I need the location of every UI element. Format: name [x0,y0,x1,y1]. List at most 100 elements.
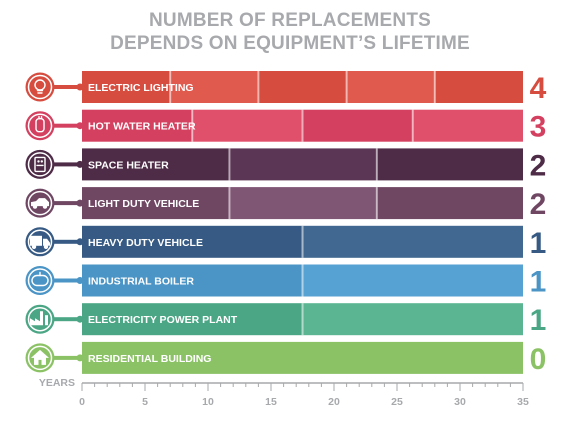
bar-row: ELECTRICITY POWER PLANT 1 [25,303,547,337]
bar-segment [82,303,303,336]
x-tick-label: 30 [454,396,466,408]
x-axis: 0 5 10 15 20 25 30 35 YEARS [39,377,529,408]
connector-line [54,123,82,128]
bar-segment [229,187,377,220]
power-plant-icon [25,304,55,334]
segment-divider [345,71,348,103]
value-label: 2 [530,149,547,182]
value-label: 1 [530,266,547,299]
bar-label: INDUSTRIAL BOILER [88,276,194,288]
chart-title-line-1: NUMBER OF REPLACEMENTS [148,10,431,31]
bar-row: HOT WATER HEATER 3 [25,109,547,144]
chart-title-line-2: DEPENDS ON EQUIPMENT’S LIFETIME [110,33,470,54]
x-tick-label: 5 [142,396,148,408]
x-tick-label: 25 [391,396,403,408]
segment-divider [301,264,304,297]
bar-segment [346,71,435,103]
connector-line [54,162,82,167]
bar-row: ELECTRIC LIGHTING 4 [25,71,547,105]
bar-segment [82,148,230,181]
segment-divider [228,148,231,181]
x-tick-label: 20 [328,396,340,408]
value-label: 0 [530,343,547,376]
bar-row: HEAVY DUTY VEHICLE 1 [25,225,547,260]
x-tick-label: 35 [517,396,529,408]
bar-row: SPACE HEATER 2 [25,148,547,182]
icon-ring [27,268,53,293]
bar-segment [82,71,171,103]
bar-segment [302,264,523,297]
value-label: 3 [530,111,547,144]
icon-ring [27,152,53,177]
car-icon [25,188,55,218]
bar-segment [302,225,523,258]
value-label: 1 [530,227,547,260]
segment-divider [228,187,231,220]
connector-dot [76,199,84,207]
connector-line [54,239,82,244]
icon-ring [27,306,53,332]
house-icon [25,343,55,373]
segment-divider [375,187,378,220]
segment-divider [433,71,436,103]
icon-badge [25,266,55,295]
bar-segment [192,109,303,142]
icon-ring [27,113,53,138]
segment-divider [191,109,194,142]
bar-row: INDUSTRIAL BOILER 1 [25,264,547,299]
bar-label: RESIDENTIAL BUILDING [88,353,211,365]
lightbulb-icon [25,72,55,102]
connector-line [54,355,82,360]
connector-line [54,85,82,89]
segment-divider [375,148,378,181]
icon-ring [27,190,53,216]
connector-dot [76,122,84,130]
connector-dot [76,83,84,91]
bar-label: SPACE HEATER [88,159,169,171]
bar-label: HEAVY DUTY VEHICLE [88,237,203,249]
boiler-icon [25,266,55,295]
segment-divider [301,303,304,336]
x-tick-label: 15 [265,396,277,408]
bar-segment [302,109,413,142]
x-tick-label: 0 [79,396,85,408]
segment-divider [301,109,304,142]
bar-segment [82,264,303,297]
space-heater-icon [25,149,55,179]
icon-badge [25,149,55,179]
bar-segment [82,109,193,142]
bar-label: LIGHT DUTY VEHICLE [88,198,199,210]
icon-badge [25,72,55,102]
connector-dot [76,238,84,246]
connector-line [54,201,82,206]
icon-badge [25,111,55,141]
connector-line [54,278,82,283]
bar-segment [170,71,259,103]
value-label: 4 [530,72,547,105]
bar-label: ELECTRICITY POWER PLANT [88,314,238,326]
truck-icon [25,227,55,257]
connector-dot [76,160,84,168]
icon-ring [27,74,53,100]
icon-ring [27,345,53,371]
bar-segment [229,148,377,181]
bar-row: RESIDENTIAL BUILDING 0 [25,341,547,376]
bar-segment [376,187,523,220]
bar-label: HOT WATER HEATER [88,121,196,133]
segment-divider [257,71,260,103]
x-axis-label: YEARS [39,377,75,389]
bar-segment [412,109,523,142]
value-label: 1 [530,304,547,337]
bar-segment [82,187,230,220]
segment-divider [411,109,414,142]
value-label: 2 [530,188,547,221]
connector-line [54,317,82,322]
bar-segment [376,148,523,181]
connector-dot [76,354,84,362]
bar-segment [434,71,523,103]
bar-label: ELECTRIC LIGHTING [88,82,194,94]
bar-segment [302,303,523,336]
bar-segment [258,71,347,103]
segment-divider [301,225,304,258]
